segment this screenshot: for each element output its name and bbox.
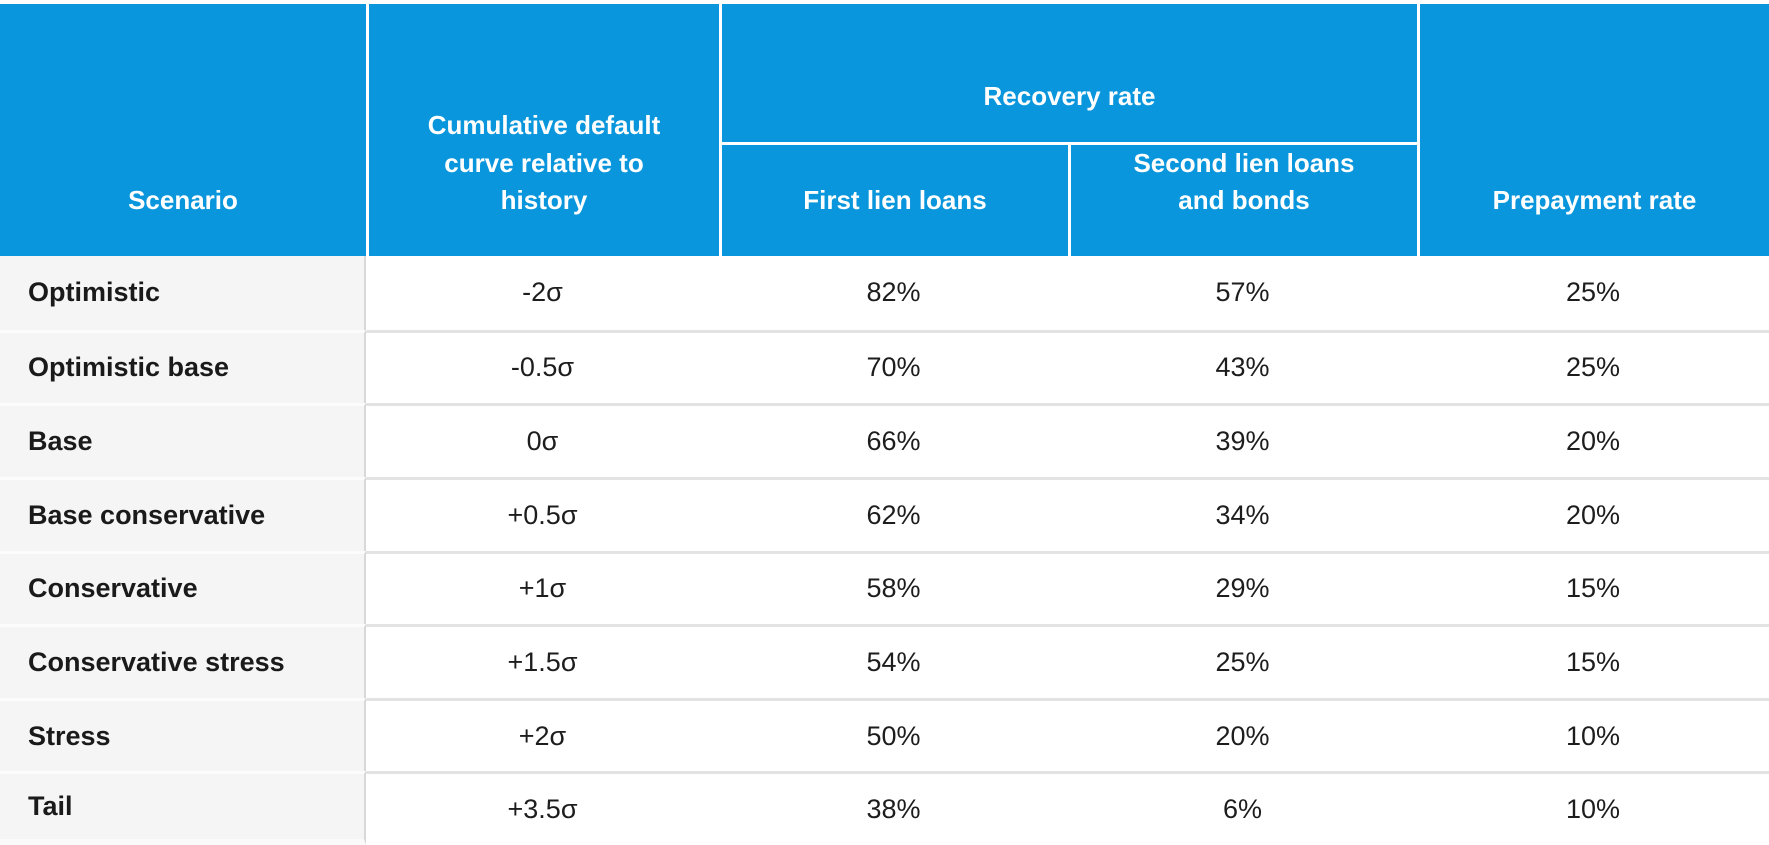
header-second-lien: Second lien loans and bonds	[1068, 145, 1417, 256]
scenario-cell: Optimistic base	[0, 329, 366, 404]
scenario-cell: Conservative	[0, 550, 366, 625]
default-curve-cell: 0σ	[366, 403, 719, 477]
first-lien-cell: 62%	[719, 476, 1068, 551]
table-header: Scenario Cumulative default curve relati…	[0, 4, 1769, 256]
header-recovery-rate-label: Recovery rate	[983, 81, 1156, 112]
default-curve-cell: +1σ	[366, 550, 719, 625]
prepayment-cell: 20%	[1417, 403, 1769, 477]
first-lien-cell: 50%	[719, 697, 1068, 772]
header-scenario-label: Scenario	[128, 185, 238, 216]
default-curve-cell: -0.5σ	[366, 329, 719, 404]
second-lien-cell: 43%	[1068, 329, 1417, 404]
first-lien-cell: 58%	[719, 550, 1068, 625]
scenario-cell: Base	[0, 403, 366, 477]
prepayment-cell: 10%	[1417, 771, 1769, 845]
table-row: Base 0σ 66% 39% 20%	[0, 403, 1769, 477]
scenario-cell: Stress	[0, 697, 366, 772]
first-lien-cell: 82%	[719, 256, 1068, 330]
header-prepayment-rate-label: Prepayment rate	[1492, 185, 1697, 216]
prepayment-cell: 15%	[1417, 624, 1769, 698]
table-row: Tail +3.5σ 38% 6% 10%	[0, 771, 1769, 845]
header-second-lien-label: Second lien loans and bonds	[1133, 147, 1355, 216]
first-lien-cell: 70%	[719, 329, 1068, 404]
table-row: Optimistic base -0.5σ 70% 43% 25%	[0, 329, 1769, 404]
scenario-cell: Conservative stress	[0, 624, 366, 698]
top-margin-strip	[0, 0, 1769, 4]
second-lien-cell: 25%	[1068, 624, 1417, 698]
default-curve-cell: +3.5σ	[366, 771, 719, 845]
table-row: Stress +2σ 50% 20% 10%	[0, 697, 1769, 772]
table-row: Base conservative +0.5σ 62% 34% 20%	[0, 476, 1769, 551]
header-first-lien: First lien loans	[719, 145, 1068, 256]
table-body: Optimistic -2σ 82% 57% 25% Optimistic ba…	[0, 256, 1769, 845]
second-lien-cell: 20%	[1068, 697, 1417, 772]
second-lien-cell: 34%	[1068, 476, 1417, 551]
first-lien-cell: 38%	[719, 771, 1068, 845]
header-recovery-rate-group: Recovery rate	[719, 4, 1417, 145]
default-curve-cell: +2σ	[366, 697, 719, 772]
scenario-cell: Optimistic	[0, 256, 366, 330]
second-lien-cell: 6%	[1068, 771, 1417, 845]
header-cumulative-default: Cumulative default curve relative to his…	[366, 4, 719, 256]
table-row: Optimistic -2σ 82% 57% 25%	[0, 256, 1769, 330]
header-scenario: Scenario	[0, 4, 366, 256]
table-row: Conservative +1σ 58% 29% 15%	[0, 550, 1769, 625]
prepayment-cell: 10%	[1417, 697, 1769, 772]
default-curve-cell: +0.5σ	[366, 476, 719, 551]
prepayment-cell: 25%	[1417, 256, 1769, 330]
first-lien-cell: 66%	[719, 403, 1068, 477]
scenario-cell: Tail	[0, 771, 366, 845]
second-lien-cell: 57%	[1068, 256, 1417, 330]
prepayment-cell: 25%	[1417, 329, 1769, 404]
second-lien-cell: 29%	[1068, 550, 1417, 625]
header-prepayment-rate: Prepayment rate	[1417, 4, 1769, 256]
prepayment-cell: 15%	[1417, 550, 1769, 625]
header-first-lien-label: First lien loans	[803, 185, 987, 216]
table-row: Conservative stress +1.5σ 54% 25% 15%	[0, 624, 1769, 698]
prepayment-cell: 20%	[1417, 476, 1769, 551]
scenario-cell: Base conservative	[0, 476, 366, 551]
first-lien-cell: 54%	[719, 624, 1068, 698]
header-cumulative-default-label: Cumulative default curve relative to his…	[427, 109, 661, 216]
default-curve-cell: -2σ	[366, 256, 719, 330]
default-curve-cell: +1.5σ	[366, 624, 719, 698]
second-lien-cell: 39%	[1068, 403, 1417, 477]
